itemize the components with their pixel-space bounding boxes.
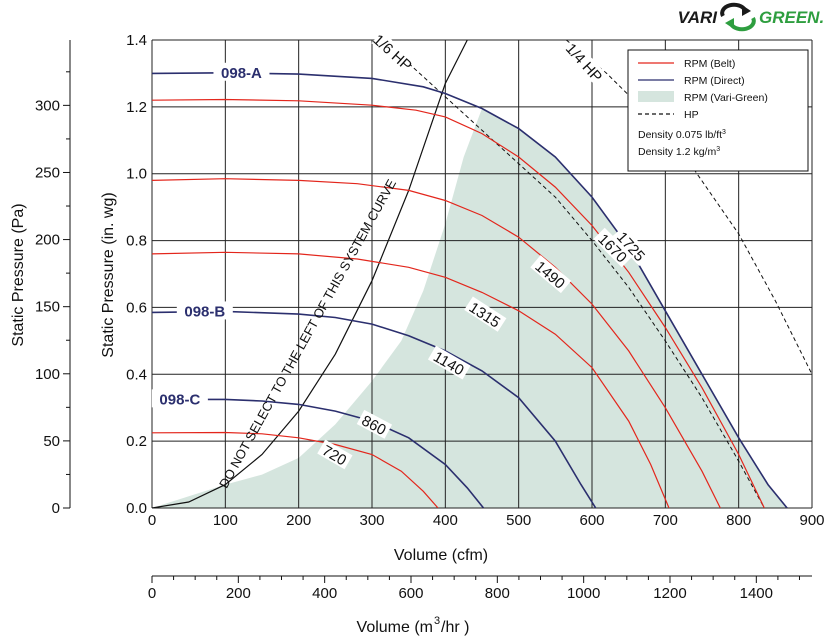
x-axis-title-cfm: Volume (cfm) xyxy=(394,547,488,564)
y-tick-label-inwg: 1.4 xyxy=(126,32,147,49)
legend-label: HP xyxy=(684,109,699,121)
y-tick-label-pa: 200 xyxy=(35,232,60,249)
y-axis-title-pa: Static Pressure (Pa) xyxy=(10,203,27,346)
legend: RPM (Belt) RPM (Direct) RPM (Vari-Green) HP… xyxy=(627,49,809,172)
rpm-curve-1725 xyxy=(152,71,788,508)
x-tick-label-m3hr: 800 xyxy=(485,585,510,602)
rpm-curve-1315 xyxy=(152,251,670,508)
y-tick-label-inwg: 1.0 xyxy=(126,166,147,183)
hp-label-bg xyxy=(564,40,606,84)
rpm-curve-1140 xyxy=(152,310,597,508)
x-tick-label-cfm: 500 xyxy=(506,512,531,529)
y-tick-label-pa: 0 xyxy=(52,500,60,517)
model-label: 098-B xyxy=(184,303,225,320)
x-tick-label-cfm: 800 xyxy=(726,512,751,529)
y-tick-label-inwg: 0.2 xyxy=(126,433,147,450)
rpm-label-bg xyxy=(464,296,507,332)
axis-layer: 0 100 200 300 400 500 600 700 800 9000.00.20.40.6… xyxy=(35,32,825,602)
y-tick-label-inwg: 0.8 xyxy=(126,233,147,250)
x-tick-label-m3hr: 600 xyxy=(398,585,423,602)
model-label: 098-C xyxy=(159,391,200,408)
y-axis-title-inwg: Static Pressure (in. wg) xyxy=(100,192,117,357)
x-tick-label-m3hr: 200 xyxy=(226,585,251,602)
x-axis-title-m3hr-suffix: /hr ) xyxy=(441,619,469,636)
x-axis-title-m3hr-sup: 3 xyxy=(434,615,440,627)
legend-swatch-fill xyxy=(638,91,674,102)
rpm-label-bg xyxy=(427,345,471,380)
system-curve xyxy=(152,40,468,508)
x-tick-label-m3hr: 0 xyxy=(148,585,156,602)
y-tick-label-pa: 250 xyxy=(35,164,60,181)
legend-density: Density 0.075 lb/ft3 xyxy=(638,129,726,141)
hp-label: 1/4 HP xyxy=(562,40,605,85)
x-tick-label-cfm: 900 xyxy=(799,512,824,529)
logo-text-vari: VARI xyxy=(678,8,719,27)
rpm-label-bg xyxy=(356,409,393,439)
x-tick-label-m3hr: 1400 xyxy=(740,585,773,602)
y-tick-label-inwg: 0.4 xyxy=(126,366,147,383)
x-tick-label-cfm: 300 xyxy=(359,512,384,529)
y-tick-label-pa: 50 xyxy=(43,433,60,450)
rpm-label-bg xyxy=(593,227,634,268)
legend-label: RPM (Direct) xyxy=(684,75,745,87)
hp-label: 1/6 HP xyxy=(369,31,414,74)
model-label-bg xyxy=(151,389,208,408)
x-tick-label-m3hr: 1200 xyxy=(653,585,686,602)
x-tick-label-cfm: 700 xyxy=(653,512,678,529)
x-tick-label-cfm: 100 xyxy=(213,512,238,529)
legend-density: Density 1.2 kg/m3 xyxy=(638,146,720,158)
x-tick-label-cfm: 0 xyxy=(148,512,156,529)
vari-green-logo: VARI GREEN. xyxy=(678,2,824,32)
x-tick-label-cfm: 400 xyxy=(433,512,458,529)
logo-arrows-icon xyxy=(720,2,756,32)
model-label-bg xyxy=(213,62,270,81)
curve-layer xyxy=(152,40,812,508)
hp-line xyxy=(408,63,765,508)
y-tick-label-inwg: 0.6 xyxy=(126,299,147,316)
rpm-label-bg xyxy=(530,255,572,294)
rpm-curve-720 xyxy=(152,431,439,508)
hp-label-bg xyxy=(371,31,415,73)
y-tick-label-pa: 100 xyxy=(35,366,60,383)
x-tick-label-m3hr: 1000 xyxy=(567,585,600,602)
y-tick-label-inwg: 0.0 xyxy=(126,500,147,517)
legend-label: RPM (Belt) xyxy=(684,58,735,70)
legend-box xyxy=(627,49,809,172)
y-tick-label-pa: 300 xyxy=(35,97,60,114)
x-tick-label-cfm: 600 xyxy=(579,512,604,529)
rpm-label-bg xyxy=(317,439,353,470)
legend-label: RPM (Vari-Green) xyxy=(684,92,768,104)
rpm-curve-860 xyxy=(152,398,485,508)
rpm-curve-1490 xyxy=(152,178,721,508)
rpm-curve-1670 xyxy=(152,98,765,508)
legend-items: RPM (Belt) RPM (Direct) RPM (Vari-Green) HP… xyxy=(638,58,768,158)
logo-text-green: GREEN. xyxy=(759,8,824,27)
rpm-label-bg xyxy=(612,225,651,267)
model-label-bg xyxy=(176,301,233,320)
x-axis-title-m3hr-prefix: Volume (m xyxy=(357,619,433,636)
model-label: 098-A xyxy=(221,65,262,82)
y-tick-label-inwg: 1.2 xyxy=(126,99,147,116)
x-tick-label-m3hr: 400 xyxy=(312,585,337,602)
y-tick-label-pa: 150 xyxy=(35,299,60,316)
x-tick-label-cfm: 200 xyxy=(286,512,311,529)
